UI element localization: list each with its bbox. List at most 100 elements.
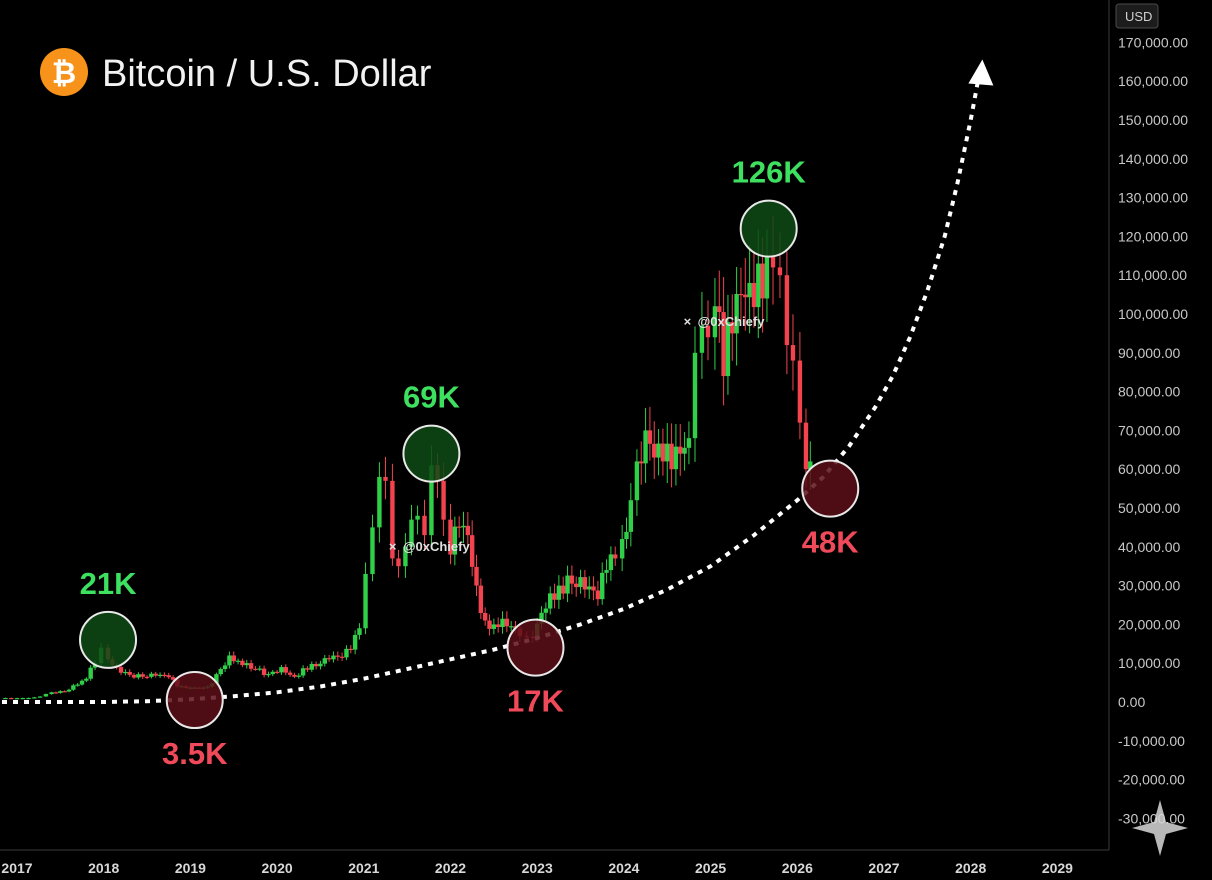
candle-body: [409, 519, 414, 547]
candle-body: [53, 692, 59, 694]
candle-body: [131, 674, 137, 678]
y-tick-label: 70,000.00: [1118, 422, 1180, 438]
candle-body: [790, 345, 796, 361]
candle-body: [717, 306, 722, 313]
candle-body: [266, 674, 271, 676]
time-axis: 2017 2018 2019 2020 2021 2022 2023 2024 2025 2026…: [0, 849, 1109, 876]
y-tick-label: 80,000.00: [1118, 384, 1180, 400]
candle-body: [747, 282, 752, 298]
y-tick-label: 60,000.00: [1118, 461, 1180, 477]
candle-body: [14, 698, 20, 700]
candle-body: [578, 577, 583, 588]
candle-body: [287, 672, 293, 675]
candle-body: [75, 684, 80, 686]
candle-body: [448, 519, 453, 555]
candle-body: [730, 322, 735, 334]
candle-body: [628, 500, 634, 532]
candle-body: [699, 325, 705, 353]
candle-body: [591, 586, 596, 591]
peak-circle: [739, 199, 798, 258]
candle-body: [222, 665, 228, 670]
candle-body: [682, 447, 687, 454]
candle-body: [738, 294, 744, 296]
candle-body: [600, 572, 605, 600]
y-tick-label: 140,000.00: [1118, 151, 1188, 167]
candle-body: [587, 586, 592, 590]
candle-body: [305, 668, 310, 670]
candle-body: [770, 255, 776, 268]
y-tick-label: 30,000.00: [1118, 578, 1180, 594]
plot-area[interactable]: 21K 69K 126K 3.5K 17K 48K × @0xChiefy × @0xChief…: [0, 59, 994, 771]
x-tick-label: 2025: [695, 860, 726, 876]
candle-body: [390, 480, 395, 559]
candle-body: [214, 674, 219, 684]
candle-body: [686, 438, 692, 448]
x-tick-label: 2027: [868, 860, 899, 876]
candle-body: [37, 696, 43, 698]
candle-body: [508, 626, 514, 628]
y-tick-labels: 170,000.00 160,000.00 150,000.00 140,000.00…: [1118, 34, 1188, 826]
candle-body: [43, 694, 49, 697]
candle-body: [487, 620, 492, 629]
x-tick-label: 2026: [782, 860, 813, 876]
candle-body: [604, 570, 609, 573]
candle-body: [643, 430, 648, 464]
candle-body: [751, 282, 757, 308]
y-tick-label: -10,000.00: [1118, 733, 1185, 749]
candle-body: [608, 554, 614, 571]
candle-body: [403, 546, 408, 567]
candle-body: [3, 697, 8, 700]
bottom-label: 3.5K: [162, 736, 228, 771]
bitcoin-logo-glyph: ₿: [52, 56, 76, 91]
chart-title: Bitcoin / U.S. Dollar: [102, 53, 432, 95]
x-tick-label: 2023: [522, 860, 553, 876]
peak-circle: [402, 424, 461, 483]
candle-body: [712, 306, 718, 338]
y-tick-label: 100,000.00: [1118, 306, 1188, 322]
annotations-layer: 21K 69K 126K 3.5K 17K 48K: [79, 155, 859, 771]
candle-body: [692, 352, 698, 439]
y-tick-label: 150,000.00: [1118, 112, 1188, 128]
candle-body: [569, 575, 575, 584]
watermark-text: @0xChiefy: [403, 539, 471, 554]
candle-body: [539, 612, 544, 624]
candle-body: [415, 515, 420, 520]
x-tick-label: 2017: [1, 860, 32, 876]
candle-body: [734, 294, 739, 334]
candle-body: [352, 634, 358, 650]
candle-body: [582, 577, 588, 590]
y-tick-label: 110,000.00: [1118, 267, 1187, 283]
candle-body: [261, 668, 267, 676]
x-tick-label: 2028: [955, 860, 986, 876]
candle-body: [279, 667, 284, 673]
x-tick-label: 2019: [175, 860, 206, 876]
candle-body: [270, 671, 275, 675]
currency-badge[interactable]: [1115, 3, 1159, 29]
candle-body: [500, 618, 505, 628]
candle-body: [561, 585, 566, 594]
candle-body: [218, 669, 223, 675]
candle-body: [283, 667, 288, 673]
sparkle-icon: [1132, 800, 1188, 856]
y-tick-label: 0.00: [1118, 694, 1145, 710]
candle-body: [49, 692, 54, 695]
candle-body: [300, 668, 306, 676]
candle-body: [721, 312, 726, 377]
peak-label: 126K: [732, 155, 807, 190]
candle-body: [456, 526, 462, 528]
peak-label: 21K: [80, 566, 137, 601]
candle-body: [743, 294, 748, 298]
candle-body: [678, 446, 683, 454]
candle-body: [808, 461, 813, 470]
candle-body: [673, 446, 679, 470]
candle-body: [9, 697, 14, 700]
candle-body: [461, 525, 466, 528]
price-axis: USD 170,000.00 160,000.00 150,000.00 140,00…: [1108, 0, 1188, 850]
candle-body: [652, 443, 657, 458]
candle-body: [552, 593, 557, 600]
y-tick-label: -30,000.00: [1118, 810, 1185, 826]
candle-body: [20, 698, 25, 700]
candle-body: [760, 263, 765, 299]
trend-curve: [0, 73, 982, 704]
